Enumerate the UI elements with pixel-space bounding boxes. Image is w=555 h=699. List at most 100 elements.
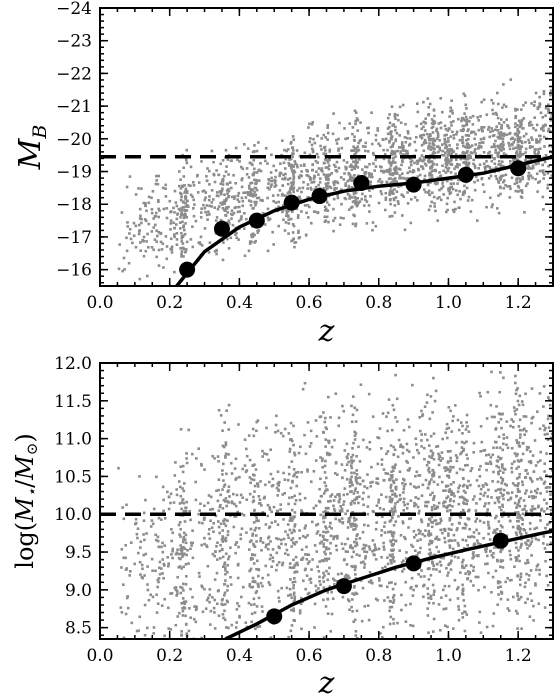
scatter-point xyxy=(156,539,160,543)
scatter-point xyxy=(351,598,354,601)
scatter-point xyxy=(482,521,486,524)
scatter-point xyxy=(259,198,262,202)
scatter-point xyxy=(447,532,450,535)
scatter-point xyxy=(433,589,436,593)
scatter-point xyxy=(365,550,369,554)
scatter-point xyxy=(258,498,262,501)
scatter-point xyxy=(253,186,257,190)
scatter-point xyxy=(293,577,296,580)
scatter-point xyxy=(317,587,320,590)
scatter-point xyxy=(524,581,527,585)
scatter-point xyxy=(169,219,173,222)
scatter-point xyxy=(292,541,295,545)
scatter-point xyxy=(378,506,382,510)
scatter-point xyxy=(420,433,424,436)
scatter-point xyxy=(389,486,392,489)
scatter-point xyxy=(462,128,465,132)
scatter-point xyxy=(533,148,537,152)
scatter-point xyxy=(297,236,301,240)
scatter-point xyxy=(514,114,518,118)
scatter-point xyxy=(257,596,261,600)
scatter-point xyxy=(147,195,151,199)
scatter-point xyxy=(399,534,403,537)
scatter-point xyxy=(202,203,205,207)
scatter-point xyxy=(146,583,149,586)
scatter-point xyxy=(326,209,330,212)
scatter-point xyxy=(156,535,160,539)
scatter-point xyxy=(457,502,461,506)
scatter-point xyxy=(482,494,485,497)
scatter-point xyxy=(152,626,156,629)
scatter-point xyxy=(184,614,187,618)
scatter-point xyxy=(293,502,297,506)
scatter-point xyxy=(491,112,495,116)
scatter-point xyxy=(358,200,362,203)
scatter-point xyxy=(204,210,207,214)
scatter-point xyxy=(205,545,209,549)
scatter-point xyxy=(195,174,199,178)
scatter-point xyxy=(217,488,220,492)
scatter-point xyxy=(346,193,350,196)
scatter-point xyxy=(499,524,503,527)
scatter-point xyxy=(515,467,518,470)
scatter-point xyxy=(353,568,357,572)
scatter-point xyxy=(152,217,155,220)
scatter-point xyxy=(467,195,471,199)
scatter-point xyxy=(261,610,264,613)
scatter-point xyxy=(508,519,512,523)
scatter-point xyxy=(250,586,253,589)
scatter-point xyxy=(300,509,303,512)
scatter-point xyxy=(308,153,312,157)
scatter-point xyxy=(385,169,389,172)
scatter-point xyxy=(513,138,517,141)
scatter-point xyxy=(519,148,522,151)
scatter-point xyxy=(445,466,448,469)
scatter-point xyxy=(382,545,386,548)
scatter-point xyxy=(169,237,173,241)
scatter-point xyxy=(235,476,238,480)
scatter-point xyxy=(388,121,392,125)
scatter-point xyxy=(351,447,354,450)
scatter-point xyxy=(463,191,466,195)
scatter-point xyxy=(146,274,149,278)
scatter-point xyxy=(366,505,370,508)
scatter-point xyxy=(513,460,516,463)
scatter-point xyxy=(212,530,215,533)
scatter-point xyxy=(418,173,422,177)
scatter-point xyxy=(180,507,183,511)
scatter-point xyxy=(498,457,502,461)
scatter-point xyxy=(329,541,332,545)
scatter-point xyxy=(520,118,524,122)
scatter-point xyxy=(269,540,272,543)
scatter-point xyxy=(459,571,462,574)
scatter-point xyxy=(382,508,385,511)
scatter-point xyxy=(534,582,537,585)
scatter-point xyxy=(277,537,280,541)
scatter-point xyxy=(434,507,438,510)
scatter-point xyxy=(461,612,464,615)
scatter-point xyxy=(469,145,472,149)
scatter-point xyxy=(478,468,481,471)
scatter-point xyxy=(418,157,422,160)
scatter-point xyxy=(282,537,286,541)
scatter-point xyxy=(390,507,394,511)
scatter-point xyxy=(150,230,154,233)
scatter-point xyxy=(512,595,515,599)
scatter-point xyxy=(272,164,275,168)
scatter-point xyxy=(398,470,402,473)
scatter-point xyxy=(380,180,384,184)
scatter-point xyxy=(169,628,173,631)
scatter-point xyxy=(431,131,435,134)
scatter-point xyxy=(353,434,357,437)
scatter-point xyxy=(236,194,240,198)
scatter-point xyxy=(307,553,310,557)
scatter-point xyxy=(309,581,313,584)
scatter-point xyxy=(419,122,423,125)
x-tick-labels: 0.0 0.2 0.4 0.6 0.8 1.0 1.2 xyxy=(86,293,531,313)
scatter-point xyxy=(448,490,451,493)
scatter-point xyxy=(327,500,330,503)
scatter-point xyxy=(240,512,244,516)
scatter-point xyxy=(332,504,335,508)
scatter-point xyxy=(382,625,385,629)
scatter-point xyxy=(287,635,290,639)
